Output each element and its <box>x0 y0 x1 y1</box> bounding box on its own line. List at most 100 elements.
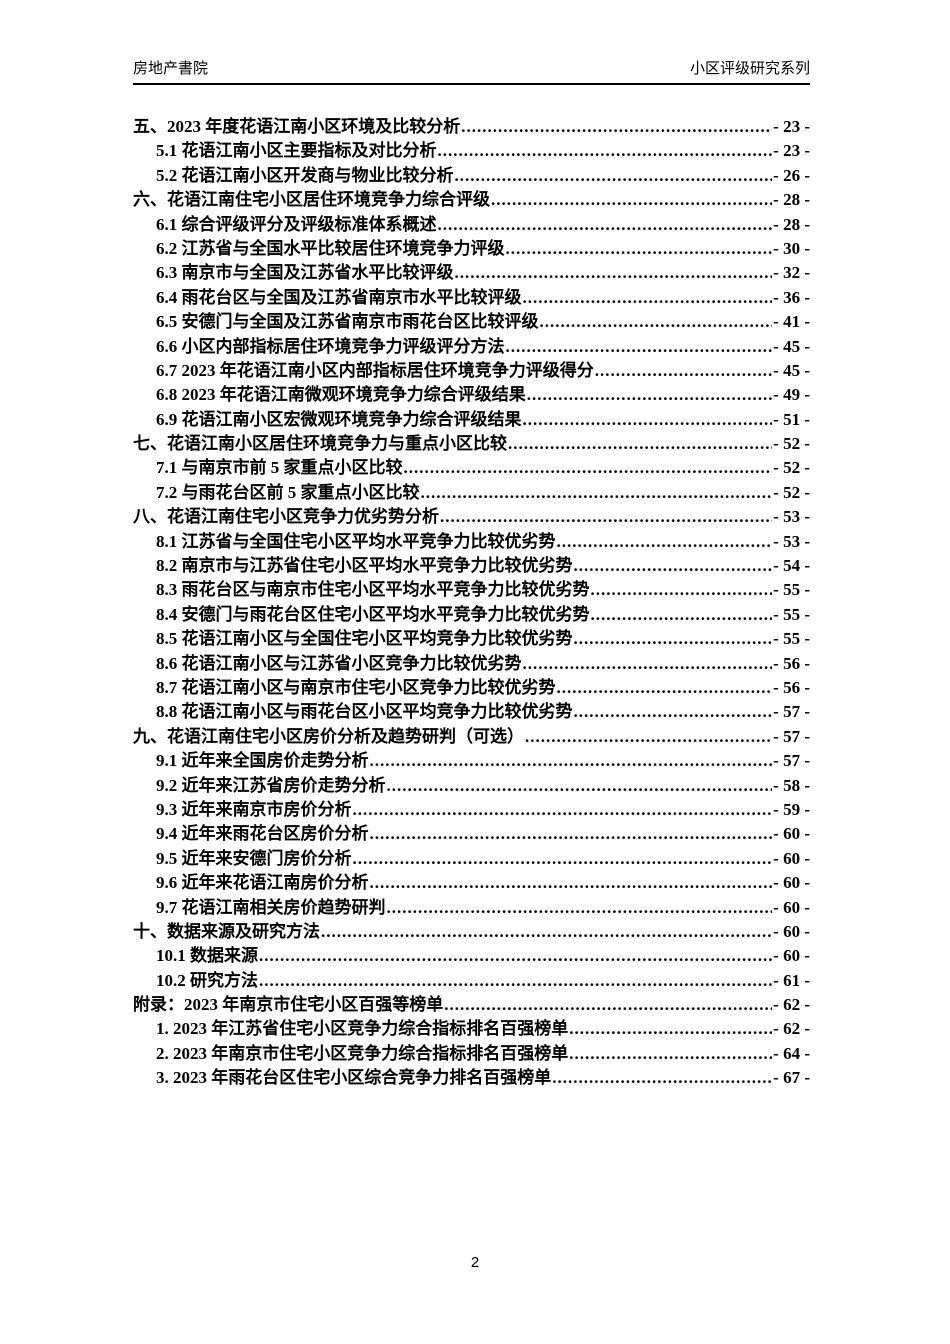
toc-entry: 8.5 花语江南小区与全国住宅小区平均竞争力比较优劣势 - 55 - <box>133 627 810 651</box>
toc-entry-page: - 53 - <box>773 531 810 551</box>
dot-leader <box>569 1017 772 1041</box>
toc-entry: 6.8 2023 年花语江南微观环境竞争力综合评级结果 - 49 - <box>133 383 810 407</box>
toc-entry-page: - 26 - <box>773 165 810 185</box>
toc-entry: 9.4 近年来雨花台区房价分析 - 60 - <box>133 822 810 846</box>
dot-leader <box>404 456 773 480</box>
toc-entry-page: - 55 - <box>773 604 810 624</box>
toc-entry-label: 九、花语江南住宅小区房价分析及趋势研判（可选） <box>133 726 524 746</box>
toc-entry-page: - 62 - <box>773 995 810 1015</box>
dot-leader <box>574 700 773 724</box>
dot-leader <box>557 530 773 554</box>
toc-entry-page: - 64 - <box>773 1043 810 1063</box>
dot-leader <box>591 603 773 627</box>
toc-entry-label: 9.2 近年来江苏省房价走势分析 <box>156 775 386 795</box>
toc-entry-page: - 57 - <box>773 726 810 746</box>
toc-entry-page: - 67 - <box>773 1068 810 1088</box>
toc-entry-page: - 49 - <box>773 385 810 405</box>
toc-entry: 8.2 南京市与江苏省住宅小区平均水平竞争力比较优劣势 - 54 - <box>133 554 810 578</box>
dot-leader <box>574 554 773 578</box>
toc-entry: 9.5 近年来安德门房价分析 - 60 - <box>133 847 810 871</box>
dot-leader <box>461 115 772 139</box>
dot-leader <box>370 871 773 895</box>
toc-entry-label: 6.9 花语江南小区宏微观环境竞争力综合评级结果 <box>156 409 522 429</box>
header-right-title: 小区评级研究系列 <box>689 60 810 77</box>
dot-leader <box>440 505 772 529</box>
toc-entry-label: 10.1 数据来源 <box>156 946 258 966</box>
page-number: 2 <box>470 1254 480 1271</box>
dot-leader <box>569 1042 772 1066</box>
toc-entry-label: 6.3 南京市与全国及江苏省水平比较评级 <box>156 263 454 283</box>
dot-leader <box>353 798 773 822</box>
toc-entry-label: 9.1 近年来全国房价走势分析 <box>156 751 369 771</box>
toc-entry-label: 9.3 近年来南京市房价分析 <box>156 799 352 819</box>
toc-entry-label: 5.1 花语江南小区主要指标及对比分析 <box>156 141 437 161</box>
toc-entry-page: - 60 - <box>773 824 810 844</box>
dot-leader <box>455 261 773 285</box>
toc-entry-page: - 41 - <box>773 312 810 332</box>
toc-entry: 1. 2023 年江苏省住宅小区竞争力综合指标排名百强榜单 - 62 - <box>133 1017 810 1041</box>
dot-leader <box>455 164 773 188</box>
dot-leader <box>438 213 773 237</box>
toc-entry: 7.2 与雨花台区前 5 家重点小区比较 - 52 - <box>133 481 810 505</box>
dot-leader <box>591 578 773 602</box>
toc-entry-page: - 32 - <box>773 263 810 283</box>
dot-leader <box>540 310 773 334</box>
dot-leader <box>527 383 772 407</box>
toc-entry-page: - 28 - <box>773 190 810 210</box>
toc-entry-label: 六、花语江南住宅小区居住环境竞争力综合评级 <box>133 190 490 210</box>
toc-entry-page: - 53 - <box>773 507 810 527</box>
dot-leader <box>387 896 773 920</box>
toc-entry-page: - 30 - <box>773 238 810 258</box>
toc-entry-label: 6.5 安德门与全国及江苏省南京市雨花台区比较评级 <box>156 312 539 332</box>
toc-entry: 8.4 安德门与雨花台区住宅小区平均水平竞争力比较优劣势 - 55 - <box>133 603 810 627</box>
toc-entry: 6.1 综合评级评分及评级标准体系概述 - 28 - <box>133 213 810 237</box>
toc-entry-page: - 60 - <box>773 848 810 868</box>
dot-leader <box>508 432 772 456</box>
dot-leader <box>523 408 773 432</box>
toc-entry: 十、数据来源及研究方法 - 60 - <box>133 920 810 944</box>
dot-leader <box>506 335 773 359</box>
toc-entry: 九、花语江南住宅小区房价分析及趋势研判（可选） - 57 - <box>133 725 810 749</box>
toc-entry: 6.5 安德门与全国及江苏省南京市雨花台区比较评级 - 41 - <box>133 310 810 334</box>
toc-entry-page: - 56 - <box>773 677 810 697</box>
toc-entry: 8.6 花语江南小区与江苏省小区竞争力比较优劣势 - 56 - <box>133 652 810 676</box>
dot-leader <box>557 676 773 700</box>
toc-entry: 6.9 花语江南小区宏微观环境竞争力综合评级结果 - 51 - <box>133 408 810 432</box>
toc-entry: 9.3 近年来南京市房价分析 - 59 - <box>133 798 810 822</box>
toc-entry-label: 6.6 小区内部指标居住环境竞争力评级评分方法 <box>156 336 505 356</box>
page-footer: 2 <box>0 1254 950 1271</box>
toc-entry-label: 8.4 安德门与雨花台区住宅小区平均水平竞争力比较优劣势 <box>156 604 590 624</box>
toc-entry-page: - 23 - <box>773 117 810 136</box>
toc-entry-page: - 62 - <box>773 1019 810 1039</box>
toc-entry-page: - 45 - <box>773 360 810 380</box>
dot-leader <box>491 188 772 212</box>
dot-leader <box>353 847 773 871</box>
toc-entry: 七、花语江南小区居住环境竞争力与重点小区比较 - 52 - <box>133 432 810 456</box>
toc-entry-label: 八、花语江南住宅小区竞争力优劣势分析 <box>133 507 439 527</box>
toc-entry-page: - 36 - <box>773 287 810 307</box>
toc-entry-page: - 28 - <box>773 214 810 234</box>
toc-entry-label: 五、2023 年度花语江南小区环境及比较分析 <box>133 117 461 136</box>
toc-entry-page: - 23 - <box>773 141 810 161</box>
toc-entry-page: - 60 - <box>773 897 810 917</box>
toc-entry-label: 8.6 花语江南小区与江苏省小区竞争力比较优劣势 <box>156 653 522 673</box>
dot-leader <box>506 237 773 261</box>
toc-entry: 8.1 江苏省与全国住宅小区平均水平竞争力比较优劣势 - 53 - <box>133 530 810 554</box>
toc-entry-page: - 55 - <box>773 580 810 600</box>
toc-entry-page: - 52 - <box>773 434 810 454</box>
dot-leader <box>444 993 772 1017</box>
toc-entry-label: 9.5 近年来安德门房价分析 <box>156 848 352 868</box>
dot-leader <box>525 725 772 749</box>
toc-entry-page: - 61 - <box>773 970 810 990</box>
toc-entry: 6.7 2023 年花语江南小区内部指标居住环境竞争力评级得分 - 45 - <box>133 359 810 383</box>
toc-entry-page: - 60 - <box>773 873 810 893</box>
toc-entry-label: 8.3 雨花台区与南京市住宅小区平均水平竞争力比较优劣势 <box>156 580 590 600</box>
toc-entry: 3. 2023 年雨花台区住宅小区综合竞争力排名百强榜单 - 67 - <box>133 1066 810 1090</box>
toc-entry-label: 七、花语江南小区居住环境竞争力与重点小区比较 <box>133 434 507 454</box>
toc-entry-label: 8.1 江苏省与全国住宅小区平均水平竞争力比较优劣势 <box>156 531 556 551</box>
toc-entry: 6.6 小区内部指标居住环境竞争力评级评分方法 - 45 - <box>133 335 810 359</box>
dot-leader <box>574 627 773 651</box>
toc-entry-page: - 45 - <box>773 336 810 356</box>
toc-entry-page: - 60 - <box>773 946 810 966</box>
toc: 五、2023 年度花语江南小区环境及比较分析 - 23 - 5.1 花语江南小区… <box>133 115 810 1091</box>
